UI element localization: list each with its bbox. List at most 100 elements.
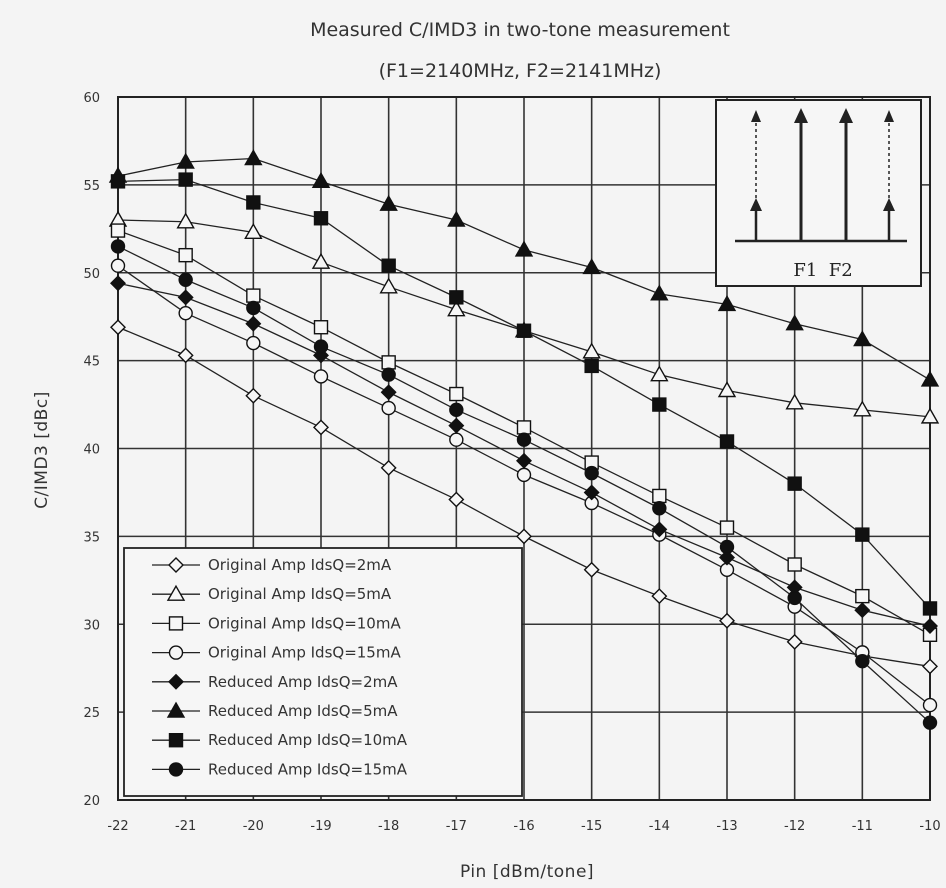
series-5 — [110, 275, 938, 634]
y-tick-label: 40 — [83, 443, 100, 458]
data-point — [381, 367, 396, 382]
legend-marker — [168, 557, 184, 573]
data-point — [449, 402, 464, 418]
data-point — [922, 715, 938, 730]
y-tick-label: 35 — [83, 530, 100, 545]
data-point — [379, 194, 398, 211]
legend-label: Reduced Amp IdsQ=10mA — [208, 731, 408, 749]
data-point — [110, 174, 126, 189]
data-point — [787, 476, 802, 491]
legend: Original Amp IdsQ=2mA Original Amp IdsQ=5… — [123, 547, 523, 797]
y-tick-label: 50 — [83, 267, 100, 282]
data-point — [311, 252, 331, 269]
x-tick-label: -21 — [175, 819, 196, 834]
data-point — [516, 323, 532, 338]
data-point — [178, 172, 193, 187]
data-point — [854, 602, 871, 619]
data-point — [449, 386, 464, 402]
x-tick-label: -22 — [107, 819, 128, 834]
y-tick-label: 60 — [83, 91, 100, 106]
y-tick-label: 30 — [83, 618, 100, 633]
data-point — [448, 491, 465, 508]
data-point — [516, 452, 532, 469]
data-point — [176, 212, 195, 229]
data-point — [651, 521, 668, 538]
legend-marker — [168, 673, 184, 690]
data-point — [516, 528, 532, 545]
data-point — [448, 417, 465, 434]
data-point — [381, 355, 396, 370]
tone-f2-arrowhead — [839, 108, 853, 123]
legend-label: Reduced Amp IdsQ=2mA — [208, 673, 398, 691]
data-point — [787, 590, 802, 606]
data-point — [110, 239, 126, 254]
data-point — [110, 275, 126, 292]
x-axis-label: Pin [dBm/tone] — [460, 862, 594, 882]
data-point — [379, 277, 398, 294]
data-point — [652, 397, 667, 412]
data-point — [246, 300, 261, 316]
data-point — [787, 557, 802, 572]
series-7 — [110, 172, 938, 616]
legend-label: Original Amp IdsQ=10mA — [208, 614, 401, 632]
legend-label: Reduced Amp IdsQ=5mA — [208, 702, 398, 720]
data-point — [311, 171, 331, 189]
x-tick-label: -10 — [919, 819, 940, 834]
chart-subtitle: (F1=2140MHz, F2=2141MHz) — [379, 60, 662, 82]
data-point — [244, 149, 263, 166]
data-point — [922, 697, 938, 713]
data-point — [719, 549, 735, 566]
data-point — [920, 407, 940, 424]
data-point — [855, 588, 870, 604]
data-point — [381, 258, 396, 273]
data-point — [516, 420, 532, 435]
data-point — [381, 400, 396, 416]
data-point — [313, 339, 329, 354]
data-point — [246, 288, 261, 303]
data-point — [449, 290, 464, 305]
x-tick-label: -14 — [649, 819, 670, 834]
data-point — [313, 320, 329, 335]
legend-marker — [166, 584, 186, 601]
legend-marker — [168, 762, 184, 777]
data-point — [178, 305, 193, 321]
data-point — [785, 393, 804, 410]
legend-label: Original Amp IdsQ=5mA — [208, 585, 392, 603]
x-tick-label: -16 — [513, 819, 534, 834]
data-point — [855, 653, 870, 669]
data-point — [584, 465, 599, 481]
data-point — [650, 284, 669, 301]
legend-label: Original Amp IdsQ=2mA — [208, 556, 392, 574]
series-6 — [108, 149, 940, 387]
y-axis-label: C/IMD3 [dBc] — [32, 391, 52, 509]
data-point — [246, 335, 261, 351]
data-point — [853, 400, 872, 417]
x-tick-label: -18 — [378, 819, 399, 834]
data-point — [313, 419, 329, 436]
data-point — [178, 272, 193, 287]
plot-frame — [117, 96, 931, 801]
tick-labels: -22 -21 -20 -19 -18 -17 -16 -15 -14 -13 -12 -11 -10 2… — [83, 91, 940, 834]
data-point — [177, 289, 194, 306]
data-point — [110, 258, 126, 273]
x-tick-label: -19 — [310, 819, 331, 834]
data-point — [584, 358, 599, 374]
data-point — [313, 369, 329, 384]
data-point — [855, 527, 870, 542]
data-point — [244, 222, 263, 240]
inset-label: F1 F2 — [793, 260, 852, 281]
data-point — [650, 365, 669, 382]
data-point — [922, 618, 938, 634]
data-point — [514, 240, 534, 257]
data-point — [719, 612, 735, 629]
data-point — [447, 300, 466, 317]
inset-spectrum: F1 F2 — [715, 99, 922, 287]
data-point — [922, 601, 938, 616]
data-point — [516, 432, 532, 447]
imd3-low-arrowhead — [750, 198, 762, 211]
legend-marker — [168, 645, 184, 660]
data-point — [717, 381, 737, 398]
series-4 — [110, 258, 938, 713]
series-8 — [110, 239, 938, 730]
